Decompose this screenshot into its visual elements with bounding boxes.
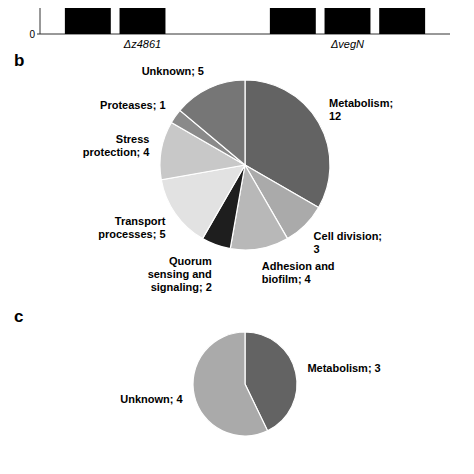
- slice-label-line: Stress: [116, 133, 150, 145]
- chart: 0 Δz4861 ΔvegN b Metabolism;12 Cell division;…: [0, 0, 474, 474]
- slice-label-line: Metabolism;: [329, 97, 393, 109]
- slice-label-line: Adhesion and: [262, 260, 335, 272]
- slice-label-line: Cell division;: [314, 230, 382, 242]
- slice-label: Metabolism;12: [329, 97, 393, 122]
- pie-slice: [193, 332, 268, 436]
- slice-label: Stressprotection; 4: [83, 133, 150, 158]
- slice-label-line: sensing and: [148, 268, 212, 280]
- bars: [65, 8, 425, 34]
- y-tick-label: 0: [29, 29, 35, 40]
- x-tick-label: Δz4861: [123, 38, 161, 50]
- slice-label: Proteases; 1: [100, 99, 165, 111]
- slice-label-line: processes; 5: [98, 228, 165, 240]
- pie-slice: [180, 80, 245, 165]
- x-tick-label-line: Δz4861: [123, 38, 161, 50]
- pie-chart: b Metabolism;12 Cell division;3 Adhesion an…: [14, 51, 393, 293]
- panel-title: c: [14, 307, 23, 326]
- slice-label: Transportprocesses; 5: [98, 215, 166, 240]
- bar: [120, 8, 166, 34]
- slice-label: Unknown; 4: [120, 393, 183, 405]
- slice-label-line: Unknown; 5: [142, 65, 204, 77]
- pie-chart: c Metabolism; 3 Unknown; 4: [14, 307, 381, 436]
- slice-label: Cell division;3: [314, 230, 382, 255]
- slice-label-line: Unknown; 4: [120, 393, 183, 405]
- slice-label-line: protection; 4: [83, 146, 150, 158]
- slice-label-line: Metabolism; 3: [307, 362, 380, 374]
- y-axis-line: [40, 8, 41, 34]
- slice-label: Metabolism; 3: [307, 362, 380, 374]
- slice-label-line: biofilm; 4: [262, 273, 312, 285]
- bar: [65, 8, 111, 34]
- slice-label: Quorumsensing andsignaling; 2: [148, 255, 212, 293]
- slice-label-line: 3: [314, 243, 320, 255]
- slice-label-line: Proteases; 1: [100, 99, 165, 111]
- slice-label: Adhesion andbiofilm; 4: [262, 260, 335, 285]
- y-tick: [37, 34, 40, 35]
- bar-strip: 0 Δz4861 ΔvegN: [29, 8, 450, 50]
- slice-label-line: Quorum: [169, 255, 212, 267]
- x-tick-label-line: ΔvegN: [330, 38, 364, 50]
- bar: [270, 8, 316, 34]
- bar: [379, 8, 425, 34]
- panel-title: b: [14, 51, 24, 70]
- slice-label-line: signaling; 2: [151, 281, 212, 293]
- x-tick-label: ΔvegN: [330, 38, 364, 50]
- slice-label: Unknown; 5: [142, 65, 204, 77]
- slice-label-line: 12: [329, 110, 341, 122]
- bar: [325, 8, 371, 34]
- slice-label-line: Transport: [115, 215, 166, 227]
